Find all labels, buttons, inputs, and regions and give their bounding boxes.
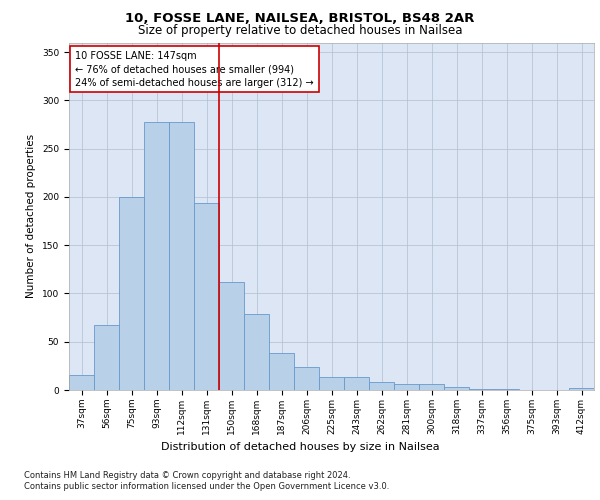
Bar bbox=[319, 378, 344, 390]
Bar bbox=[419, 384, 444, 390]
Text: Contains public sector information licensed under the Open Government Licence v3: Contains public sector information licen… bbox=[24, 482, 389, 491]
Text: 10, FOSSE LANE, NAILSEA, BRISTOL, BS48 2AR: 10, FOSSE LANE, NAILSEA, BRISTOL, BS48 2… bbox=[125, 12, 475, 26]
Y-axis label: Number of detached properties: Number of detached properties bbox=[26, 134, 37, 298]
Text: 10 FOSSE LANE: 147sqm
← 76% of detached houses are smaller (994)
24% of semi-det: 10 FOSSE LANE: 147sqm ← 76% of detached … bbox=[76, 51, 314, 88]
Bar bbox=[194, 202, 219, 390]
Bar bbox=[119, 197, 144, 390]
Bar bbox=[144, 122, 169, 390]
Text: Distribution of detached houses by size in Nailsea: Distribution of detached houses by size … bbox=[161, 442, 439, 452]
Text: Contains HM Land Registry data © Crown copyright and database right 2024.: Contains HM Land Registry data © Crown c… bbox=[24, 471, 350, 480]
Bar bbox=[569, 388, 594, 390]
Bar bbox=[94, 326, 119, 390]
Bar bbox=[394, 384, 419, 390]
Bar bbox=[269, 354, 294, 390]
Bar bbox=[444, 387, 469, 390]
Bar bbox=[219, 282, 244, 390]
Bar bbox=[369, 382, 394, 390]
Bar bbox=[294, 367, 319, 390]
Bar bbox=[69, 374, 94, 390]
Bar bbox=[244, 314, 269, 390]
Bar bbox=[494, 389, 519, 390]
Bar bbox=[469, 389, 494, 390]
Text: Size of property relative to detached houses in Nailsea: Size of property relative to detached ho… bbox=[138, 24, 462, 37]
Bar bbox=[169, 122, 194, 390]
Bar bbox=[344, 378, 369, 390]
